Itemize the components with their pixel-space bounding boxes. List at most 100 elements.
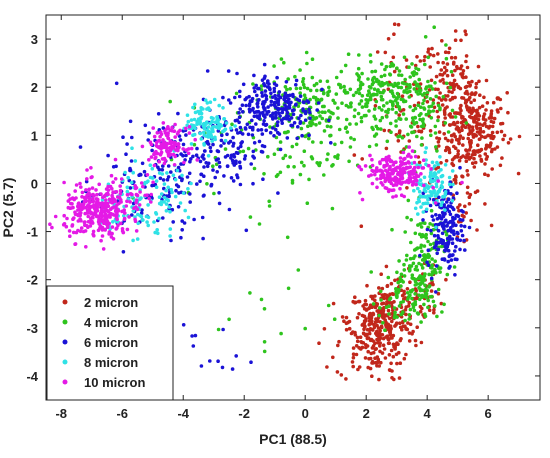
data-point — [451, 216, 456, 221]
data-point — [215, 170, 219, 174]
data-point — [425, 100, 430, 104]
data-point — [307, 177, 311, 182]
data-point — [443, 212, 447, 216]
data-point — [146, 138, 150, 142]
data-point — [344, 377, 348, 381]
legend-label: 4 micron — [84, 315, 138, 330]
data-point — [438, 107, 442, 112]
data-point — [101, 247, 106, 251]
data-point — [77, 201, 81, 205]
data-point — [421, 275, 426, 280]
data-point — [252, 86, 256, 90]
data-point — [413, 338, 418, 343]
data-point — [399, 312, 404, 317]
data-point — [331, 355, 335, 360]
data-point — [412, 308, 417, 313]
data-point — [157, 216, 161, 221]
data-point — [243, 154, 248, 158]
data-point — [360, 197, 365, 202]
data-point — [417, 129, 421, 133]
data-point — [456, 152, 460, 156]
data-point — [116, 195, 120, 199]
data-point — [299, 160, 304, 165]
data-point — [447, 146, 451, 151]
data-point — [79, 185, 83, 189]
data-point — [379, 324, 384, 329]
data-point — [391, 167, 396, 172]
data-point — [427, 308, 432, 313]
data-point — [423, 150, 428, 155]
data-point — [402, 356, 407, 361]
data-point — [269, 99, 274, 104]
data-point — [387, 167, 392, 172]
data-point — [437, 240, 441, 245]
data-point — [419, 112, 423, 116]
data-point — [340, 101, 344, 105]
data-point — [391, 183, 396, 188]
data-point — [238, 107, 242, 111]
data-point — [417, 77, 422, 82]
data-point — [450, 237, 455, 241]
data-point — [290, 178, 295, 183]
data-point — [148, 163, 153, 167]
data-point — [286, 164, 291, 169]
data-point — [91, 199, 96, 204]
data-point — [222, 174, 226, 178]
data-point — [360, 323, 365, 327]
data-point — [213, 120, 218, 124]
data-point — [402, 268, 407, 272]
data-point — [367, 91, 372, 95]
data-point — [244, 228, 249, 233]
data-point — [101, 195, 105, 200]
data-point — [383, 328, 387, 333]
data-point — [252, 73, 256, 78]
data-point — [384, 146, 389, 151]
data-point — [376, 88, 380, 92]
data-point — [147, 131, 151, 135]
data-point — [290, 144, 295, 149]
data-point — [364, 333, 369, 338]
data-point — [238, 89, 242, 94]
data-point — [441, 60, 446, 65]
data-point — [103, 202, 108, 206]
data-point — [459, 120, 464, 125]
data-point — [456, 205, 460, 210]
data-point — [186, 151, 191, 156]
data-point — [365, 283, 369, 288]
data-point — [444, 232, 449, 237]
data-point — [268, 130, 273, 135]
data-point — [445, 200, 449, 204]
data-point — [422, 188, 427, 192]
data-point — [464, 54, 469, 58]
data-point — [432, 310, 436, 315]
data-point — [429, 289, 434, 293]
data-point — [295, 97, 299, 101]
data-point — [447, 254, 452, 259]
data-point — [412, 103, 417, 108]
data-point — [121, 135, 125, 139]
data-point — [394, 183, 399, 187]
data-point — [516, 171, 521, 176]
data-point — [411, 302, 415, 307]
data-point — [431, 218, 436, 222]
data-point — [195, 182, 199, 186]
data-point — [458, 165, 462, 170]
data-point — [459, 38, 463, 43]
data-point — [388, 178, 393, 183]
data-point — [378, 289, 383, 294]
data-point — [276, 130, 280, 135]
data-point — [430, 266, 434, 270]
data-point — [432, 171, 436, 176]
data-point — [407, 339, 412, 343]
data-point — [166, 131, 170, 135]
data-point — [402, 89, 407, 93]
data-point — [180, 173, 184, 178]
data-point — [344, 327, 349, 332]
data-point — [375, 319, 380, 324]
data-point — [454, 175, 458, 179]
data-point — [489, 223, 494, 228]
data-point — [134, 198, 139, 202]
data-point — [380, 157, 385, 162]
data-point — [265, 81, 270, 85]
data-point — [99, 217, 104, 222]
